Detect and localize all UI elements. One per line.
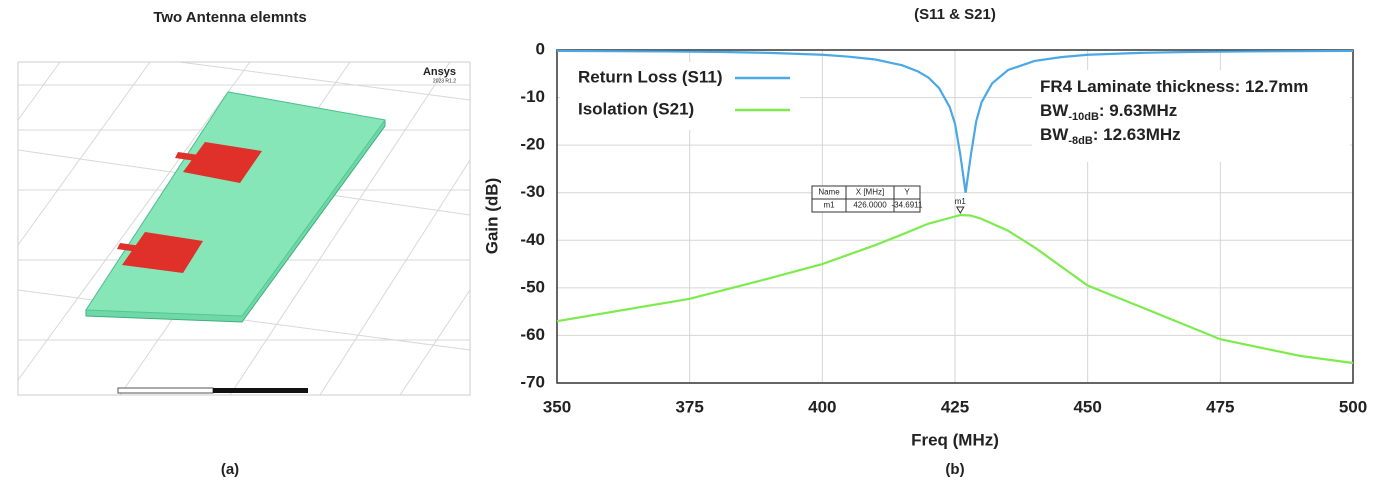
panel-title: Two Antenna elemnts [153, 9, 306, 26]
y-tick-label: -40 [520, 230, 545, 249]
marker-label: m1 [955, 197, 967, 206]
y-tick-label: -10 [520, 87, 545, 106]
annotation-text: BW [1040, 101, 1069, 120]
table-cell: -34.6911 [892, 201, 924, 210]
x-tick-label: 375 [675, 397, 703, 416]
x-tick-label: 450 [1073, 397, 1101, 416]
y-tick-label: -30 [520, 182, 545, 201]
y-tick-label: -70 [520, 372, 545, 391]
legend-label: Isolation (S21) [578, 99, 694, 118]
table-cell: Name [818, 188, 840, 197]
scale-bar-black [213, 388, 308, 393]
annotation-subscript: -10dB [1068, 111, 1099, 123]
annotation: BW-8dB: 12.63MHz [1040, 125, 1181, 146]
y-tick-label: -50 [520, 277, 545, 296]
annotation-text: FR4 Laminate thickness: 12.7mm [1040, 77, 1308, 96]
chart-title: (S11 & S21) [914, 6, 996, 23]
annotation: FR4 Laminate thickness: 12.7mm [1040, 77, 1308, 96]
annotation-subscript: -8dB [1068, 135, 1093, 147]
table-cell: X [MHz] [856, 188, 884, 197]
y-tick-label: -60 [520, 325, 545, 344]
x-axis-label: Freq (MHz) [911, 430, 999, 449]
marker-triangle [957, 207, 964, 213]
annotation-text: : 12.63MHz [1093, 125, 1181, 144]
y-tick-label: -20 [520, 135, 545, 154]
annotation-text: BW [1040, 125, 1069, 144]
y-tick-label: 0 [536, 39, 545, 58]
x-tick-label: 475 [1206, 397, 1234, 416]
y-axis-label: Gain (dB) [482, 178, 501, 255]
table-cell: 426.0000 [853, 201, 887, 210]
x-tick-label: 500 [1339, 397, 1367, 416]
version: 2023 R1.2 [433, 78, 456, 84]
panel-b: (S11 & S21) Freq (MHz) Gain (dB) (b) 0 -1… [482, 6, 1367, 478]
x-tick-label: 425 [941, 397, 969, 416]
scale-bar-white [118, 388, 213, 393]
logo: Ansys [423, 66, 456, 78]
caption: (b) [945, 461, 964, 478]
x-tick-label: 350 [543, 397, 571, 416]
annotation: BW-10dB: 9.63MHz [1040, 101, 1177, 122]
substrate-top [86, 92, 385, 316]
figure: Two Antenna elemnts Ansys 2023 R1.2 (a) … [0, 0, 1390, 491]
x-tick-label: 400 [808, 397, 836, 416]
caption: (a) [221, 461, 239, 478]
panel-a: Two Antenna elemnts Ansys 2023 R1.2 (a) [18, 9, 470, 478]
annotation-text: : 9.63MHz [1099, 101, 1177, 120]
legend-label: Return Loss (S11) [578, 67, 723, 86]
table-cell: Y [904, 188, 910, 197]
table-cell: m1 [823, 201, 835, 210]
